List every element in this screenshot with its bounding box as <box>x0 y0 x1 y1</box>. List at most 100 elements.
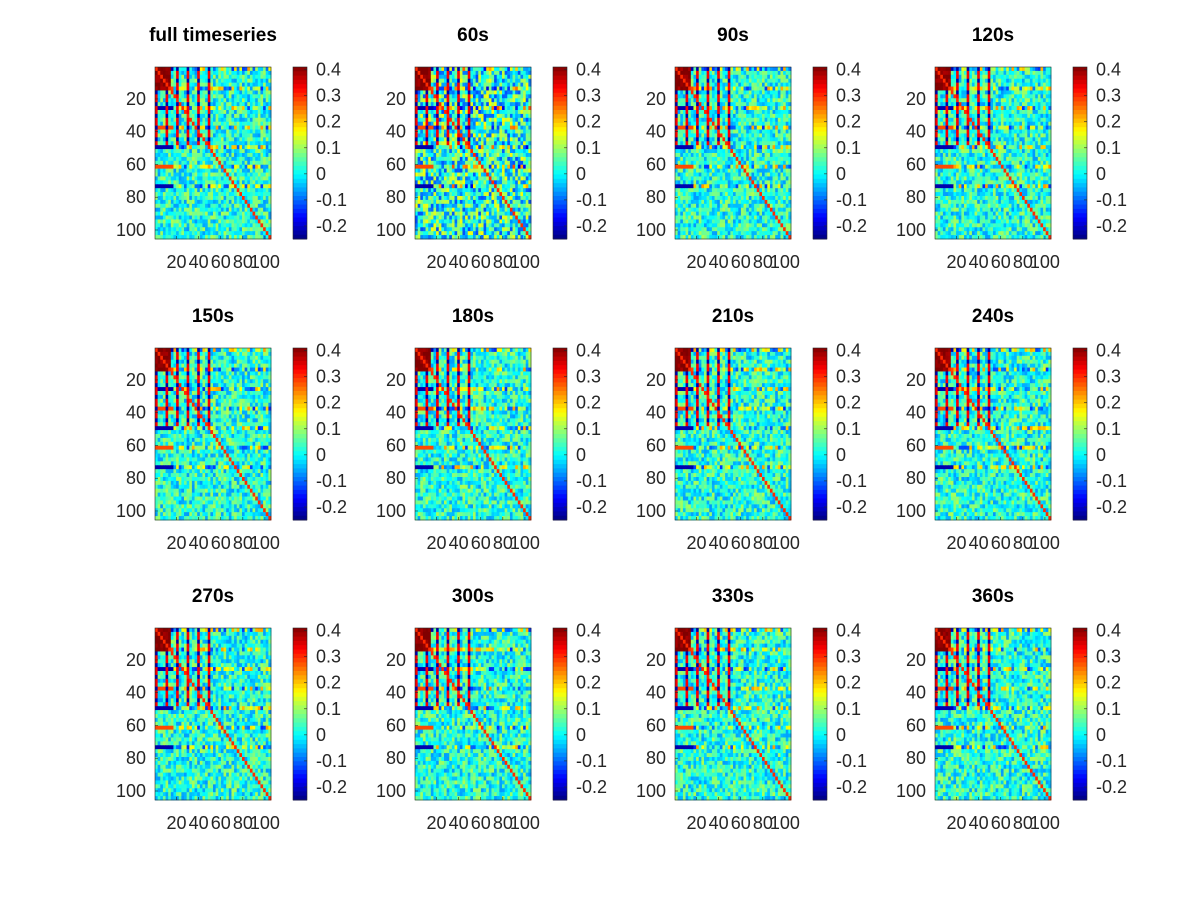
heatmap-cell <box>454 133 458 138</box>
heatmap-cell <box>528 125 532 130</box>
heatmap-cell <box>515 141 519 146</box>
heatmap-cell <box>220 184 224 189</box>
heatmap-cell <box>186 211 190 216</box>
heatmap-cell <box>517 188 521 193</box>
heatmap-cell <box>415 180 419 185</box>
heatmap-cell <box>218 145 222 150</box>
heatmap-cell <box>265 125 269 130</box>
heatmap-cell <box>735 67 739 72</box>
heatmap-cell <box>517 153 521 158</box>
heatmap-cell <box>249 102 253 107</box>
heatmap-cell <box>525 168 529 173</box>
heatmap-cell <box>459 231 463 236</box>
heatmap-cell <box>467 94 471 99</box>
heatmap-cell <box>780 74 784 80</box>
heatmap-cell <box>788 145 792 150</box>
heatmap-cell <box>191 106 195 111</box>
heatmap-cell <box>719 110 723 115</box>
heatmap-cell <box>438 192 442 197</box>
heatmap-cell <box>260 145 264 150</box>
heatmap-cell <box>415 125 419 130</box>
heatmap-cell <box>775 137 779 142</box>
heatmap-cell <box>197 102 201 107</box>
colorbar: 0.40.30.20.10-0.1-0.2 <box>552 60 607 240</box>
colorbar-swatch <box>553 101 567 107</box>
heatmap-cell <box>197 90 201 95</box>
heatmap-cell <box>186 106 190 111</box>
heatmap-cell <box>178 74 182 80</box>
heatmap-cell <box>504 98 508 103</box>
heatmap-cell <box>242 184 246 189</box>
heatmap-cell <box>255 215 259 220</box>
heatmap-cell <box>249 149 253 154</box>
heatmap-cell <box>433 102 437 107</box>
heatmap-cell <box>244 121 248 127</box>
heatmap-cell <box>181 188 185 193</box>
heatmap-cell <box>234 160 238 166</box>
heatmap-cell <box>733 117 737 123</box>
heatmap-cell <box>528 219 532 224</box>
heatmap-cell <box>436 113 440 119</box>
heatmap-cell <box>215 70 219 76</box>
heatmap-cell <box>502 235 506 240</box>
heatmap-cell <box>189 129 193 134</box>
heatmap-cell <box>783 90 787 95</box>
heatmap-cell <box>762 145 766 150</box>
heatmap-cell <box>714 133 718 138</box>
heatmap-cell <box>263 117 267 123</box>
heatmap-cell <box>465 203 469 209</box>
heatmap-cell <box>775 125 779 130</box>
heatmap-cell <box>730 86 734 91</box>
heatmap-cell <box>714 113 718 119</box>
heatmap-cell <box>197 86 201 91</box>
heatmap-cell <box>523 184 527 189</box>
heatmap-cell <box>223 196 227 201</box>
heatmap-cell <box>525 106 529 111</box>
heatmap-cell <box>160 219 164 224</box>
heatmap-cell <box>438 227 442 232</box>
heatmap-cell <box>255 223 259 228</box>
heatmap-cell <box>446 149 450 154</box>
heatmap-cell <box>491 211 495 216</box>
heatmap-cell <box>496 113 500 119</box>
heatmap-cell <box>210 67 214 72</box>
colorbar-frame <box>552 66 568 240</box>
heatmap-cell <box>160 145 164 150</box>
heatmap-cell <box>220 106 224 111</box>
heatmap-cell <box>704 90 708 95</box>
heatmap-cell <box>191 172 195 177</box>
heatmap-cell <box>236 153 240 158</box>
y-tick-label: 80 <box>386 187 406 207</box>
heatmap-cell <box>769 125 773 130</box>
heatmap-cell <box>680 86 684 91</box>
heatmap-cell <box>465 125 469 130</box>
heatmap-cell <box>480 164 484 170</box>
heatmap-cell <box>704 110 708 115</box>
heatmap-cell <box>213 180 217 185</box>
heatmap-cell <box>751 86 755 91</box>
heatmap-cell <box>680 67 684 72</box>
heatmap-cell <box>160 94 164 99</box>
heatmap-cell <box>507 219 511 224</box>
heatmap-cell <box>218 70 222 76</box>
heatmap-cell <box>265 223 269 228</box>
heatmap-cell <box>698 98 702 103</box>
heatmap-cell <box>191 211 195 216</box>
heatmap-cell <box>236 227 240 232</box>
heatmap-cell <box>454 90 458 95</box>
heatmap-cell <box>430 133 434 138</box>
heatmap-cell <box>202 164 206 170</box>
heatmap-cell <box>234 94 238 99</box>
heatmap-cell <box>502 94 506 99</box>
heatmap-cell <box>223 235 227 240</box>
heatmap-cell <box>494 90 498 95</box>
heatmap-cell <box>415 149 419 154</box>
heatmap-cell <box>239 145 243 150</box>
heatmap-cell <box>523 137 527 142</box>
heatmap-cell <box>680 110 684 115</box>
heatmap-cell <box>184 137 188 142</box>
heatmap-cell <box>446 82 450 87</box>
heatmap-cell <box>194 106 198 111</box>
heatmap-cell <box>515 231 519 236</box>
heatmap-cell <box>242 176 246 181</box>
